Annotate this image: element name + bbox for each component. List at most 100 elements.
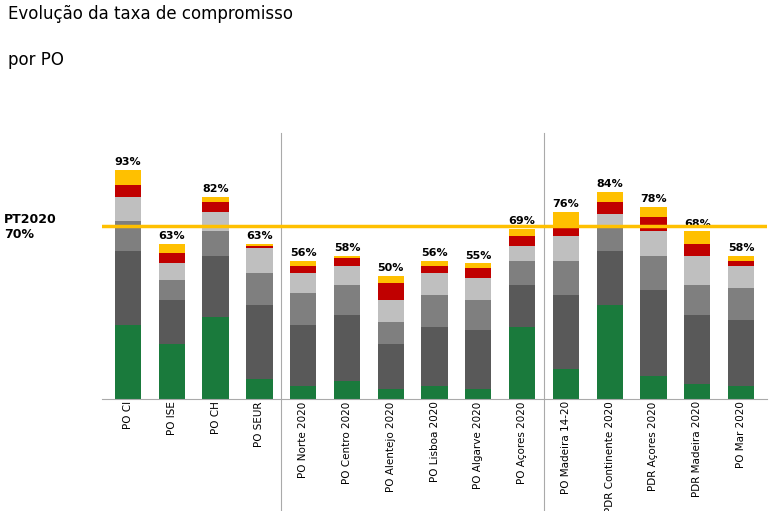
Bar: [247, 305, 272, 379]
Bar: [684, 286, 710, 315]
Bar: [421, 273, 448, 295]
Bar: [553, 295, 579, 369]
Bar: [640, 256, 666, 290]
Text: 55%: 55%: [465, 251, 492, 261]
Bar: [115, 251, 141, 325]
Bar: [377, 283, 404, 300]
Bar: [203, 231, 229, 256]
Bar: [597, 305, 622, 399]
Bar: [640, 290, 666, 377]
Bar: [377, 300, 404, 322]
Bar: [159, 263, 185, 281]
Bar: [421, 266, 448, 273]
Bar: [290, 261, 316, 266]
Bar: [290, 293, 316, 325]
Text: 68%: 68%: [684, 219, 711, 229]
Bar: [377, 389, 404, 399]
Bar: [421, 295, 448, 327]
Text: 93%: 93%: [115, 157, 142, 167]
Bar: [728, 288, 754, 320]
Bar: [465, 278, 492, 300]
Bar: [728, 256, 754, 261]
Bar: [115, 184, 141, 197]
Bar: [509, 236, 536, 246]
Bar: [684, 244, 710, 256]
Bar: [684, 256, 710, 286]
Bar: [684, 231, 710, 244]
Bar: [247, 379, 272, 399]
Text: 76%: 76%: [553, 199, 579, 209]
Bar: [290, 266, 316, 273]
Bar: [684, 384, 710, 399]
Bar: [203, 202, 229, 212]
Bar: [728, 320, 754, 386]
Bar: [640, 231, 666, 256]
Text: 56%: 56%: [290, 248, 316, 259]
Text: 78%: 78%: [640, 194, 667, 204]
Bar: [334, 266, 360, 286]
Bar: [640, 206, 666, 217]
Bar: [597, 202, 622, 214]
Bar: [247, 246, 272, 248]
Bar: [377, 275, 404, 283]
Text: 69%: 69%: [509, 216, 536, 226]
Text: 50%: 50%: [377, 263, 404, 273]
Bar: [597, 226, 622, 251]
Bar: [203, 317, 229, 399]
Bar: [159, 344, 185, 399]
Bar: [465, 268, 492, 278]
Bar: [465, 330, 492, 389]
Text: 63%: 63%: [158, 231, 185, 241]
Bar: [334, 315, 360, 381]
Bar: [421, 386, 448, 399]
Bar: [509, 286, 536, 327]
Bar: [247, 248, 272, 273]
Bar: [553, 261, 579, 295]
Text: 63%: 63%: [246, 231, 272, 241]
Bar: [115, 170, 141, 184]
Bar: [465, 389, 492, 399]
Bar: [334, 286, 360, 315]
Text: PT2020
70%: PT2020 70%: [4, 214, 56, 241]
Bar: [334, 259, 360, 266]
Text: 84%: 84%: [597, 179, 623, 190]
Bar: [159, 281, 185, 300]
Bar: [159, 253, 185, 263]
Bar: [421, 327, 448, 386]
Bar: [334, 256, 360, 259]
Bar: [159, 300, 185, 344]
Bar: [597, 192, 622, 202]
Bar: [684, 315, 710, 384]
Text: 56%: 56%: [421, 248, 448, 259]
Bar: [509, 229, 536, 236]
Text: Evolução da taxa de compromisso: Evolução da taxa de compromisso: [8, 5, 293, 23]
Bar: [203, 212, 229, 231]
Bar: [247, 273, 272, 305]
Bar: [728, 261, 754, 266]
Bar: [728, 266, 754, 288]
Bar: [421, 261, 448, 266]
Bar: [247, 244, 272, 246]
Bar: [640, 217, 666, 231]
Bar: [553, 236, 579, 261]
Bar: [553, 226, 579, 236]
Bar: [509, 261, 536, 286]
Bar: [334, 381, 360, 399]
Bar: [115, 197, 141, 221]
Bar: [597, 251, 622, 305]
Bar: [290, 273, 316, 293]
Bar: [290, 325, 316, 386]
Text: 58%: 58%: [334, 243, 360, 253]
Bar: [377, 344, 404, 389]
Bar: [509, 246, 536, 261]
Bar: [465, 300, 492, 330]
Bar: [465, 263, 492, 268]
Bar: [597, 214, 622, 226]
Bar: [553, 212, 579, 226]
Bar: [728, 386, 754, 399]
Bar: [509, 327, 536, 399]
Bar: [115, 325, 141, 399]
Text: 82%: 82%: [202, 184, 229, 194]
Bar: [553, 369, 579, 399]
Bar: [203, 197, 229, 202]
